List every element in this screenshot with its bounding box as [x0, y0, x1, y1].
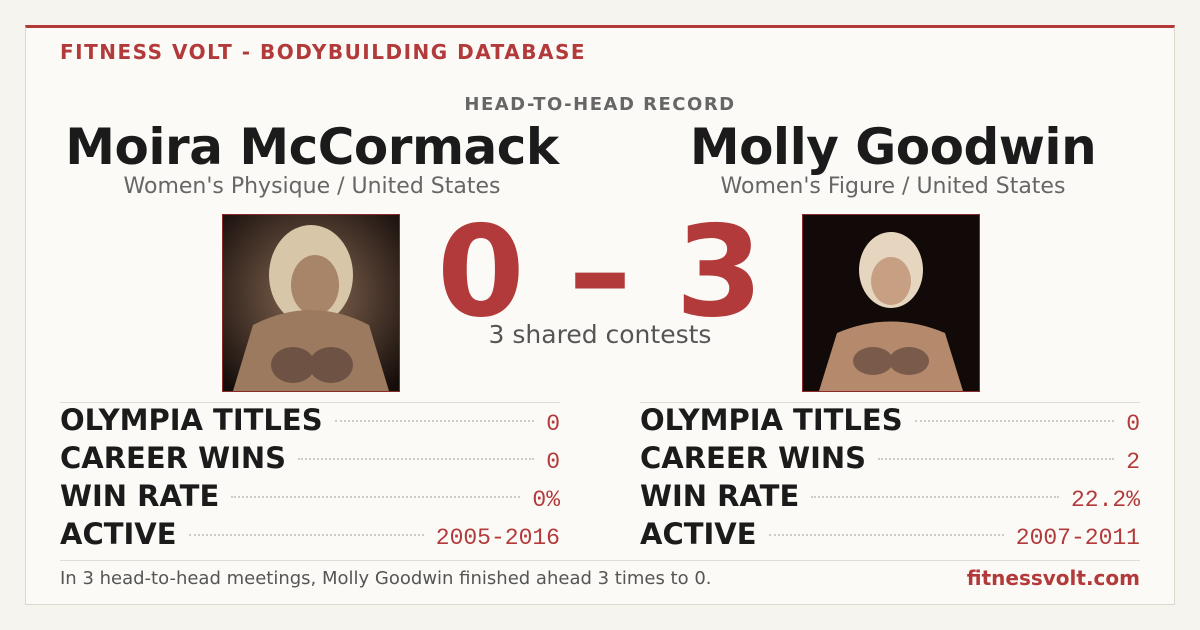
stat-row: CAREER WINS 0	[60, 441, 560, 479]
stats-table: OLYMPIA TITLES 0 CAREER WINS 0 WIN RATE 0% ACT…	[60, 402, 560, 555]
stat-row: ACTIVE 2007-2011	[640, 517, 1140, 555]
leader	[914, 420, 1115, 422]
leader	[188, 534, 424, 536]
athlete-photo	[802, 214, 980, 392]
stat-value: 0%	[532, 487, 560, 513]
score: 0 – 3	[436, 198, 764, 345]
shared-contests: 3 shared contests	[488, 320, 712, 349]
stat-value: 22.2%	[1070, 487, 1140, 513]
athlete-subtitle: Women's Physique / United States	[123, 174, 501, 199]
stat-label: WIN RATE	[640, 479, 800, 513]
stat-row: ACTIVE 2005-2016	[60, 517, 560, 555]
leader	[768, 534, 1004, 536]
athlete-name: Moira McCormack	[65, 118, 559, 176]
stat-value: 2005-2016	[435, 525, 560, 551]
athlete-photo	[222, 214, 400, 392]
stat-value: 2	[1126, 449, 1140, 475]
athlete-name: Molly Goodwin	[689, 118, 1097, 176]
stat-value: 0	[546, 411, 560, 437]
stat-label: ACTIVE	[640, 517, 757, 551]
brand: FITNESS VOLT - BODYBUILDING DATABASE	[60, 40, 587, 64]
card	[25, 25, 1175, 605]
stat-label: OLYMPIA TITLES	[640, 403, 903, 437]
stat-label: ACTIVE	[60, 517, 177, 551]
site-link[interactable]: fitnessvolt.com	[966, 566, 1140, 590]
leader	[298, 458, 535, 460]
stat-row: WIN RATE 0%	[60, 479, 560, 517]
stat-value: 2007-2011	[1015, 525, 1140, 551]
leader	[334, 420, 535, 422]
divider	[60, 560, 1140, 561]
leader	[811, 496, 1059, 498]
stat-row: WIN RATE 22.2%	[640, 479, 1140, 517]
stat-label: CAREER WINS	[640, 441, 867, 475]
stat-label: CAREER WINS	[60, 441, 287, 475]
summary: In 3 head-to-head meetings, Molly Goodwi…	[60, 568, 712, 589]
leader	[878, 458, 1115, 460]
stats-table: OLYMPIA TITLES 0 CAREER WINS 2 WIN RATE 22.2%…	[640, 402, 1140, 555]
stat-label: WIN RATE	[60, 479, 220, 513]
section-label: HEAD-TO-HEAD RECORD	[464, 94, 736, 115]
stat-label: OLYMPIA TITLES	[60, 403, 323, 437]
stat-row: CAREER WINS 2	[640, 441, 1140, 479]
stat-value: 0	[546, 449, 560, 475]
stat-value: 0	[1126, 411, 1140, 437]
athlete-subtitle: Women's Figure / United States	[720, 174, 1066, 199]
stat-row: OLYMPIA TITLES 0	[60, 403, 560, 441]
leader	[231, 496, 521, 498]
stat-row: OLYMPIA TITLES 0	[640, 403, 1140, 441]
